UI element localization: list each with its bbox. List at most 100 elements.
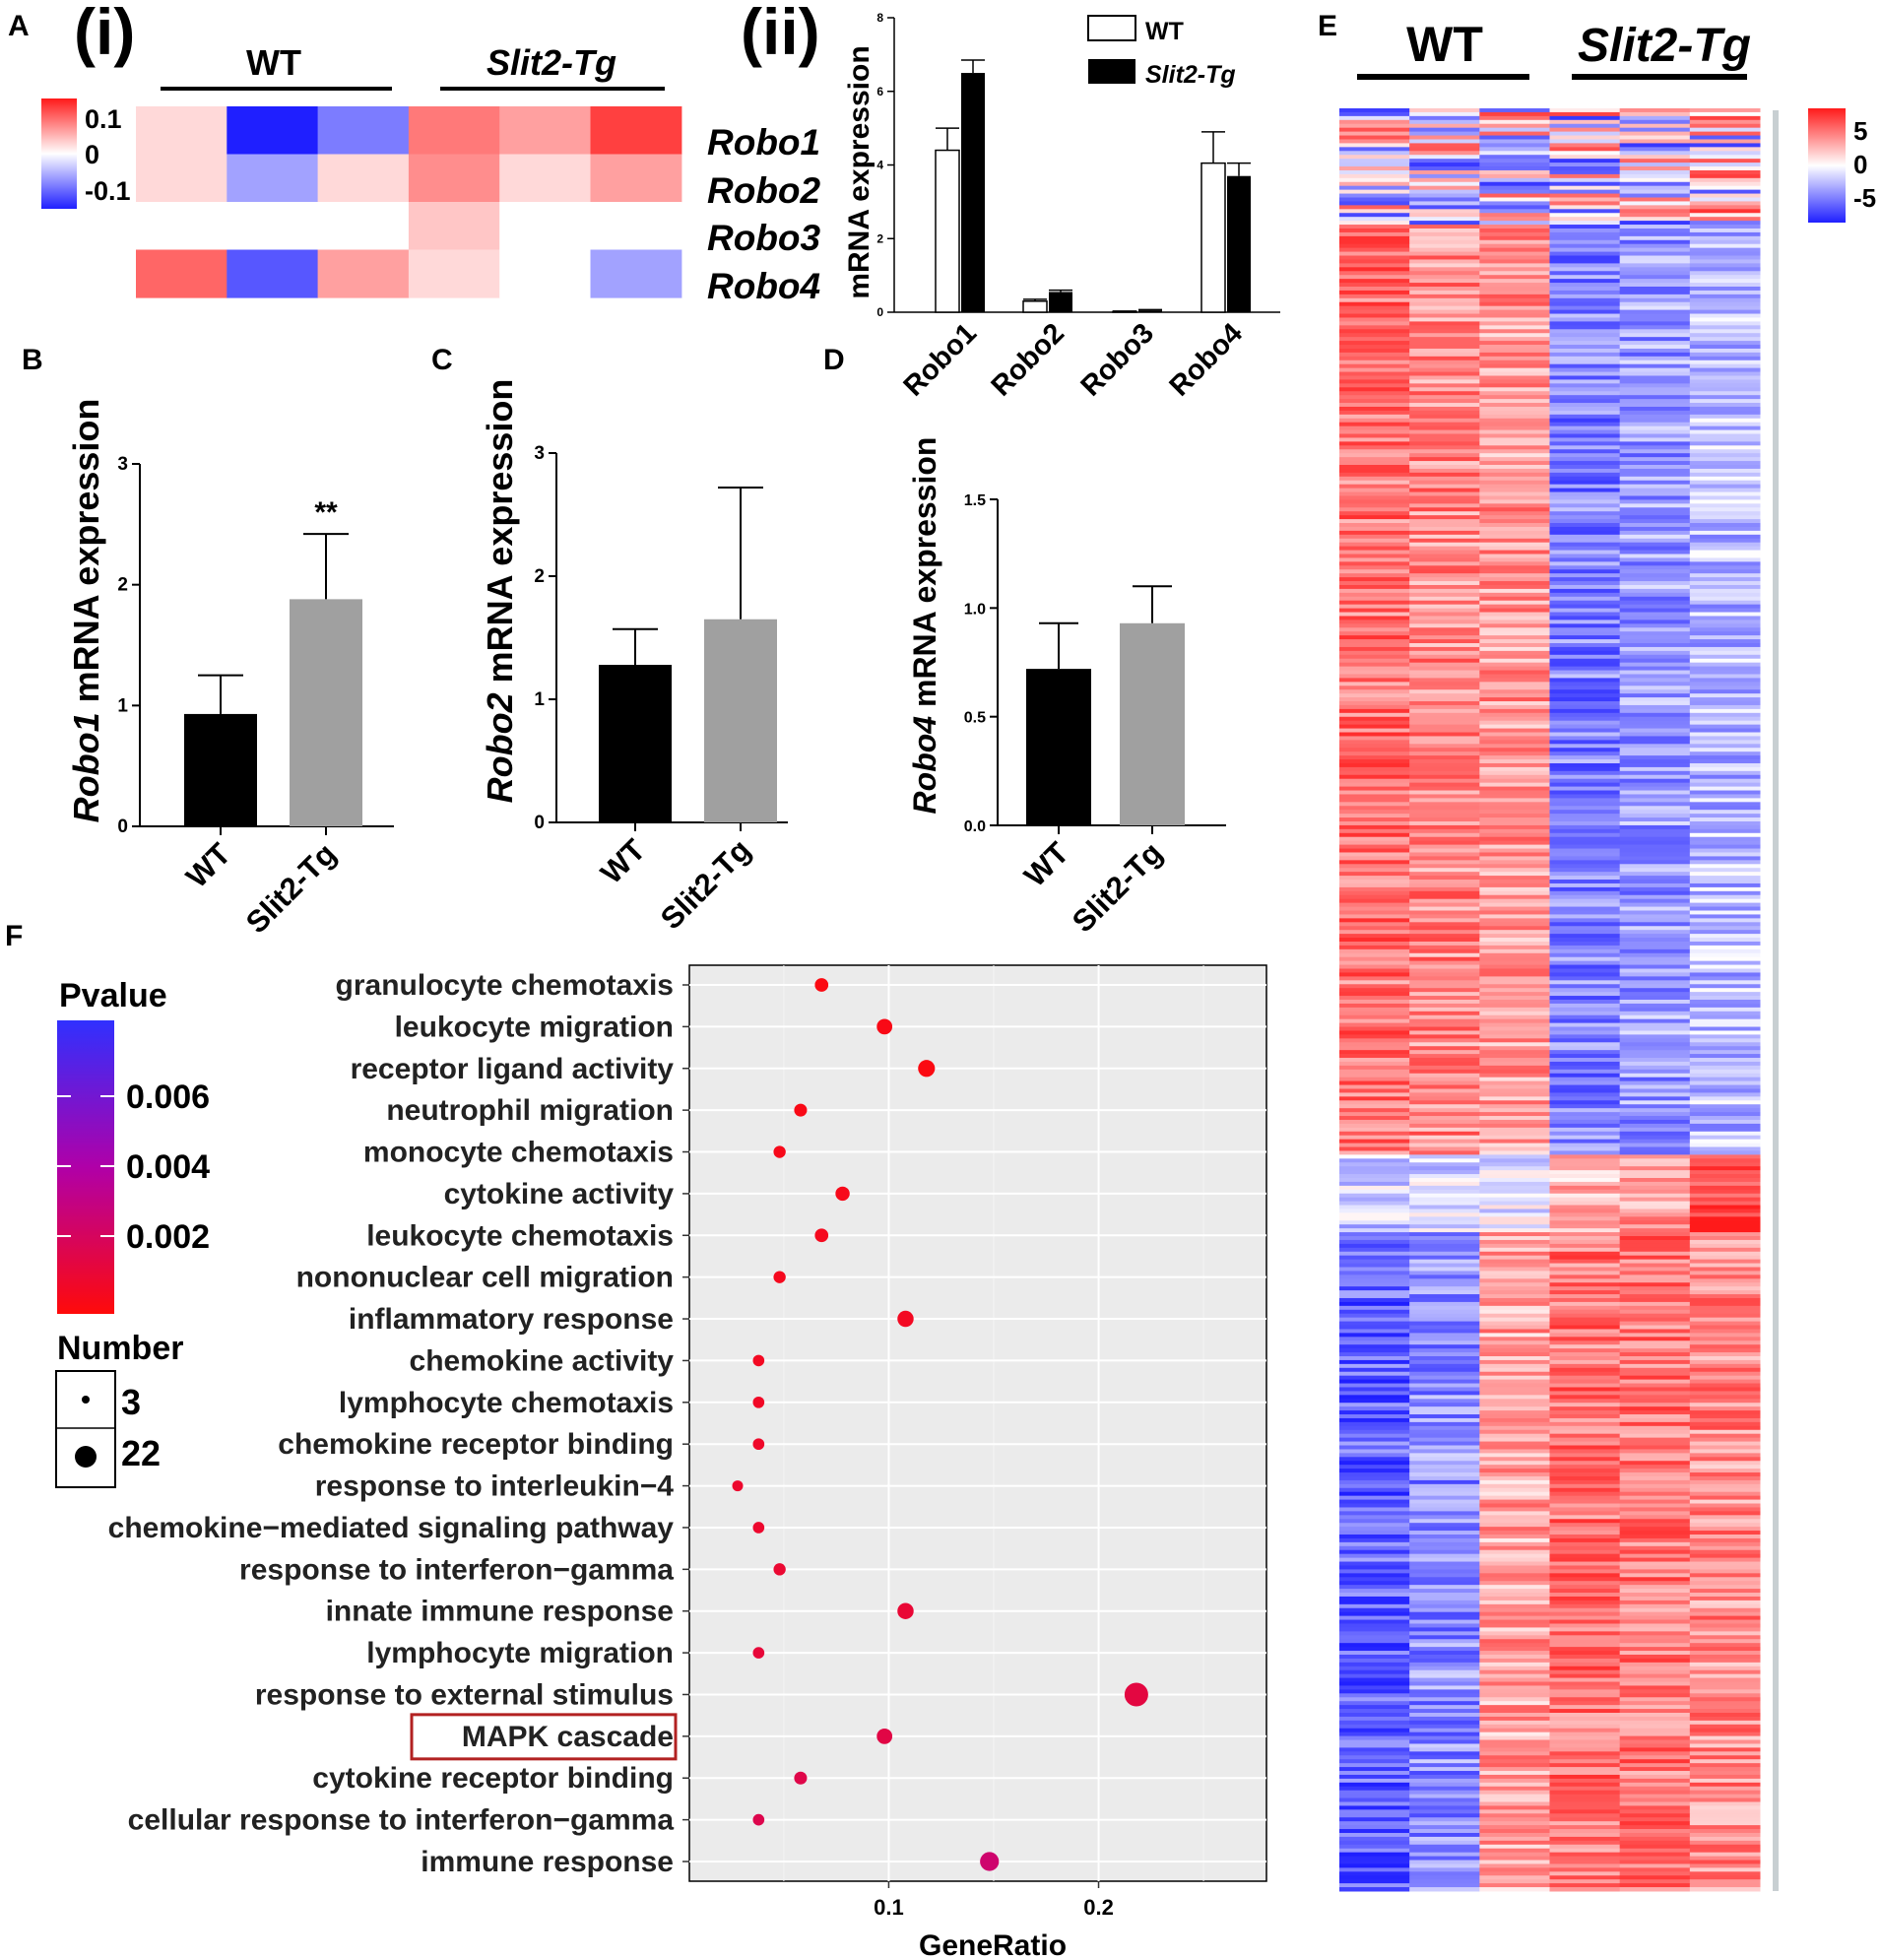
e-cell-21-5 (1689, 189, 1761, 195)
e-cell-376-0 (1339, 1565, 1410, 1570)
e-cell-223-2 (1479, 972, 1550, 977)
e-cell-224-4 (1619, 976, 1691, 981)
e-cell-29-2 (1479, 221, 1550, 226)
e-cell-10-1 (1409, 147, 1480, 152)
e-cell-184-4 (1619, 821, 1691, 826)
e-cell-410-1 (1409, 1697, 1480, 1702)
aii-ytick-label-3: 6 (876, 85, 883, 98)
e-cell-258-3 (1549, 1108, 1621, 1113)
e-cell-335-1 (1409, 1406, 1480, 1411)
e-cell-69-1 (1409, 375, 1480, 380)
e-cell-191-4 (1619, 848, 1691, 853)
e-cell-388-5 (1689, 1611, 1761, 1617)
e-cell-177-5 (1689, 794, 1761, 799)
e-cell-46-3 (1549, 287, 1621, 292)
e-cell-377-0 (1339, 1569, 1410, 1574)
e-cell-202-2 (1479, 890, 1550, 896)
e-cell-281-1 (1409, 1197, 1480, 1203)
e-cell-445-2 (1479, 1832, 1550, 1838)
e-cell-35-4 (1619, 243, 1691, 249)
e-cell-178-4 (1619, 798, 1691, 803)
e-cell-316-0 (1339, 1333, 1410, 1338)
e-cell-451-4 (1619, 1856, 1691, 1862)
e-cell-133-3 (1549, 623, 1621, 628)
e-cell-403-0 (1339, 1669, 1410, 1675)
e-cell-223-5 (1689, 972, 1761, 977)
e-cell-288-2 (1479, 1224, 1550, 1229)
e-cell-386-2 (1479, 1603, 1550, 1609)
e-cell-397-3 (1549, 1647, 1621, 1652)
c-bar-1 (704, 619, 777, 822)
e-cell-181-1 (1409, 810, 1480, 815)
e-cell-329-5 (1689, 1383, 1761, 1388)
e-cell-382-5 (1689, 1589, 1761, 1594)
b-xtick-label-1: Slit2-Tg (239, 836, 343, 940)
e-cell-109-4 (1619, 530, 1691, 536)
e-cell-259-2 (1479, 1112, 1550, 1117)
e-cell-77-3 (1549, 406, 1621, 412)
e-cell-82-1 (1409, 425, 1480, 431)
f-dot-16 (752, 1647, 765, 1659)
e-cell-80-5 (1689, 418, 1761, 424)
e-cell-199-5 (1689, 880, 1761, 884)
e-cell-159-2 (1479, 724, 1550, 730)
e-cell-185-4 (1619, 824, 1691, 830)
ai-cell-0-0 (136, 106, 227, 156)
e-cell-278-1 (1409, 1185, 1480, 1191)
e-cell-82-0 (1339, 425, 1410, 431)
e-cell-444-0 (1339, 1829, 1410, 1834)
e-cell-255-3 (1549, 1096, 1621, 1101)
e-cell-250-3 (1549, 1077, 1621, 1082)
e-cell-17-3 (1549, 173, 1621, 179)
e-cell-232-4 (1619, 1007, 1691, 1013)
e-cell-347-2 (1479, 1453, 1550, 1458)
e-cell-270-5 (1689, 1154, 1761, 1159)
e-cell-179-5 (1689, 802, 1761, 807)
e-cell-299-5 (1689, 1267, 1761, 1272)
e-cell-331-2 (1479, 1391, 1550, 1396)
e-cell-21-2 (1479, 189, 1550, 195)
e-cell-213-1 (1409, 934, 1480, 939)
e-cell-430-0 (1339, 1774, 1410, 1780)
e-cell-351-3 (1549, 1469, 1621, 1473)
e-cell-147-0 (1339, 678, 1410, 683)
e-cell-440-0 (1339, 1813, 1410, 1818)
e-cell-407-3 (1549, 1685, 1621, 1690)
e-cell-262-0 (1339, 1123, 1410, 1129)
e-cell-116-1 (1409, 557, 1480, 562)
e-cell-279-0 (1339, 1189, 1410, 1195)
e-cell-73-5 (1689, 391, 1761, 396)
e-cell-40-1 (1409, 263, 1480, 268)
e-cell-159-3 (1549, 724, 1621, 730)
e-cell-110-3 (1549, 534, 1621, 540)
ai-cell-1-0 (136, 154, 227, 203)
e-cell-287-2 (1479, 1220, 1550, 1225)
e-cell-5-4 (1619, 127, 1691, 133)
e-cell-209-3 (1549, 918, 1621, 923)
e-cell-422-4 (1619, 1743, 1691, 1748)
e-cell-25-2 (1479, 205, 1550, 210)
e-cell-151-2 (1479, 693, 1550, 698)
e-cell-274-5 (1689, 1170, 1761, 1175)
e-cell-90-0 (1339, 457, 1410, 462)
panel-label-F: F (5, 920, 23, 952)
e-cell-239-2 (1479, 1034, 1550, 1039)
e-cell-45-4 (1619, 283, 1691, 288)
e-cell-409-1 (1409, 1693, 1480, 1698)
e-cell-317-4 (1619, 1337, 1691, 1341)
e-cell-246-3 (1549, 1061, 1621, 1067)
e-cell-123-3 (1549, 584, 1621, 590)
e-cell-133-1 (1409, 623, 1480, 628)
e-cell-223-1 (1409, 972, 1480, 977)
e-cell-250-0 (1339, 1077, 1410, 1082)
e-cell-88-3 (1549, 449, 1621, 454)
e-cell-176-2 (1479, 790, 1550, 795)
e-cell-317-3 (1549, 1337, 1621, 1341)
e-cell-274-3 (1549, 1170, 1621, 1175)
e-cell-130-0 (1339, 612, 1410, 617)
e-cell-397-5 (1689, 1647, 1761, 1652)
e-cell-156-0 (1339, 712, 1410, 718)
e-cell-106-1 (1409, 519, 1480, 524)
e-cell-290-0 (1339, 1232, 1410, 1237)
e-cell-289-3 (1549, 1228, 1621, 1233)
